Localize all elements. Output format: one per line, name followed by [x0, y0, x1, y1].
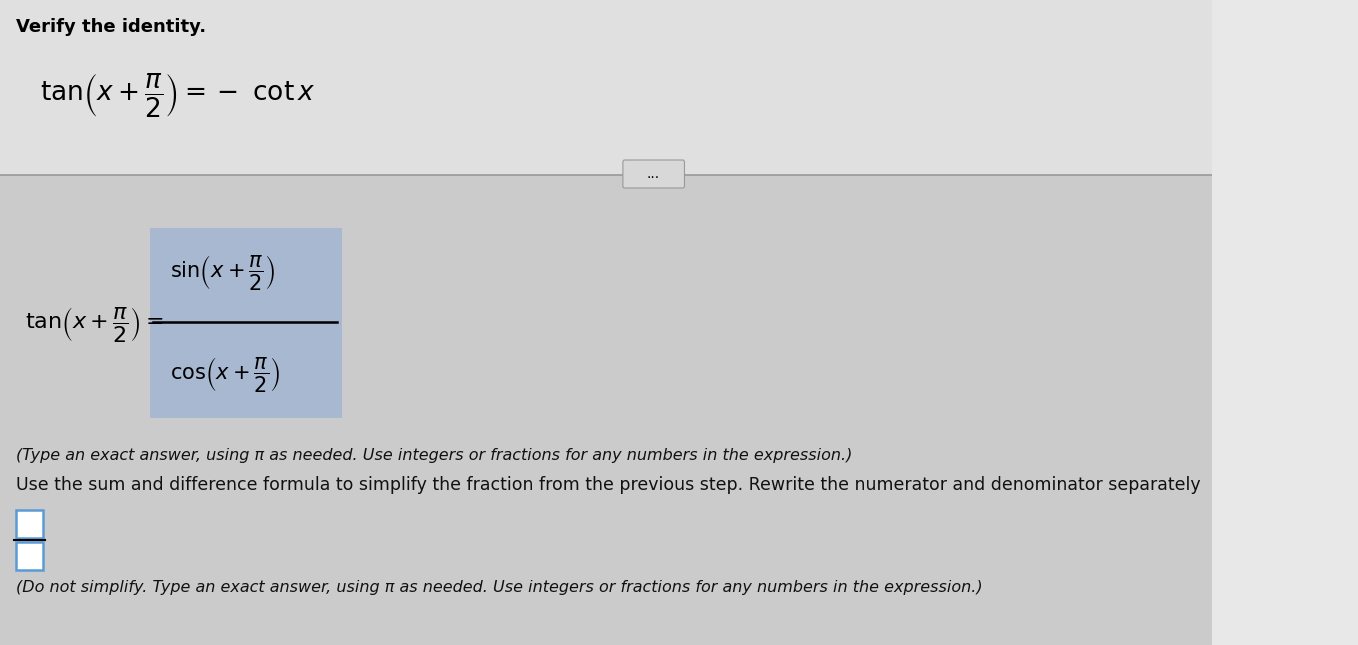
Bar: [16, 542, 43, 570]
Bar: [16, 510, 43, 538]
Bar: [0, 0, 1211, 175]
Bar: [149, 228, 342, 418]
Text: ...: ...: [646, 167, 660, 181]
Text: $\mathrm{tan}\left(x+\dfrac{\pi}{2}\right) = -\ \mathrm{cot}\,x$: $\mathrm{tan}\left(x+\dfrac{\pi}{2}\righ…: [41, 71, 315, 119]
Text: $\mathrm{tan}\left(x+\dfrac{\pi}{2}\right) =$: $\mathrm{tan}\left(x+\dfrac{\pi}{2}\righ…: [24, 306, 163, 344]
Bar: [0, 175, 1211, 645]
Text: (Do not simplify. Type an exact answer, using π as needed. Use integers or fract: (Do not simplify. Type an exact answer, …: [16, 580, 983, 595]
Text: (Type an exact answer, using π as needed. Use integers or fractions for any numb: (Type an exact answer, using π as needed…: [16, 448, 853, 463]
FancyBboxPatch shape: [623, 160, 684, 188]
Text: $\mathrm{cos}\left(x+\dfrac{\pi}{2}\right)$: $\mathrm{cos}\left(x+\dfrac{\pi}{2}\righ…: [170, 355, 280, 395]
Text: $\mathrm{sin}\left(x+\dfrac{\pi}{2}\right)$: $\mathrm{sin}\left(x+\dfrac{\pi}{2}\righ…: [170, 252, 274, 292]
Text: Verify the identity.: Verify the identity.: [16, 18, 206, 36]
Text: Use the sum and difference formula to simplify the fraction from the previous st: Use the sum and difference formula to si…: [16, 476, 1200, 494]
